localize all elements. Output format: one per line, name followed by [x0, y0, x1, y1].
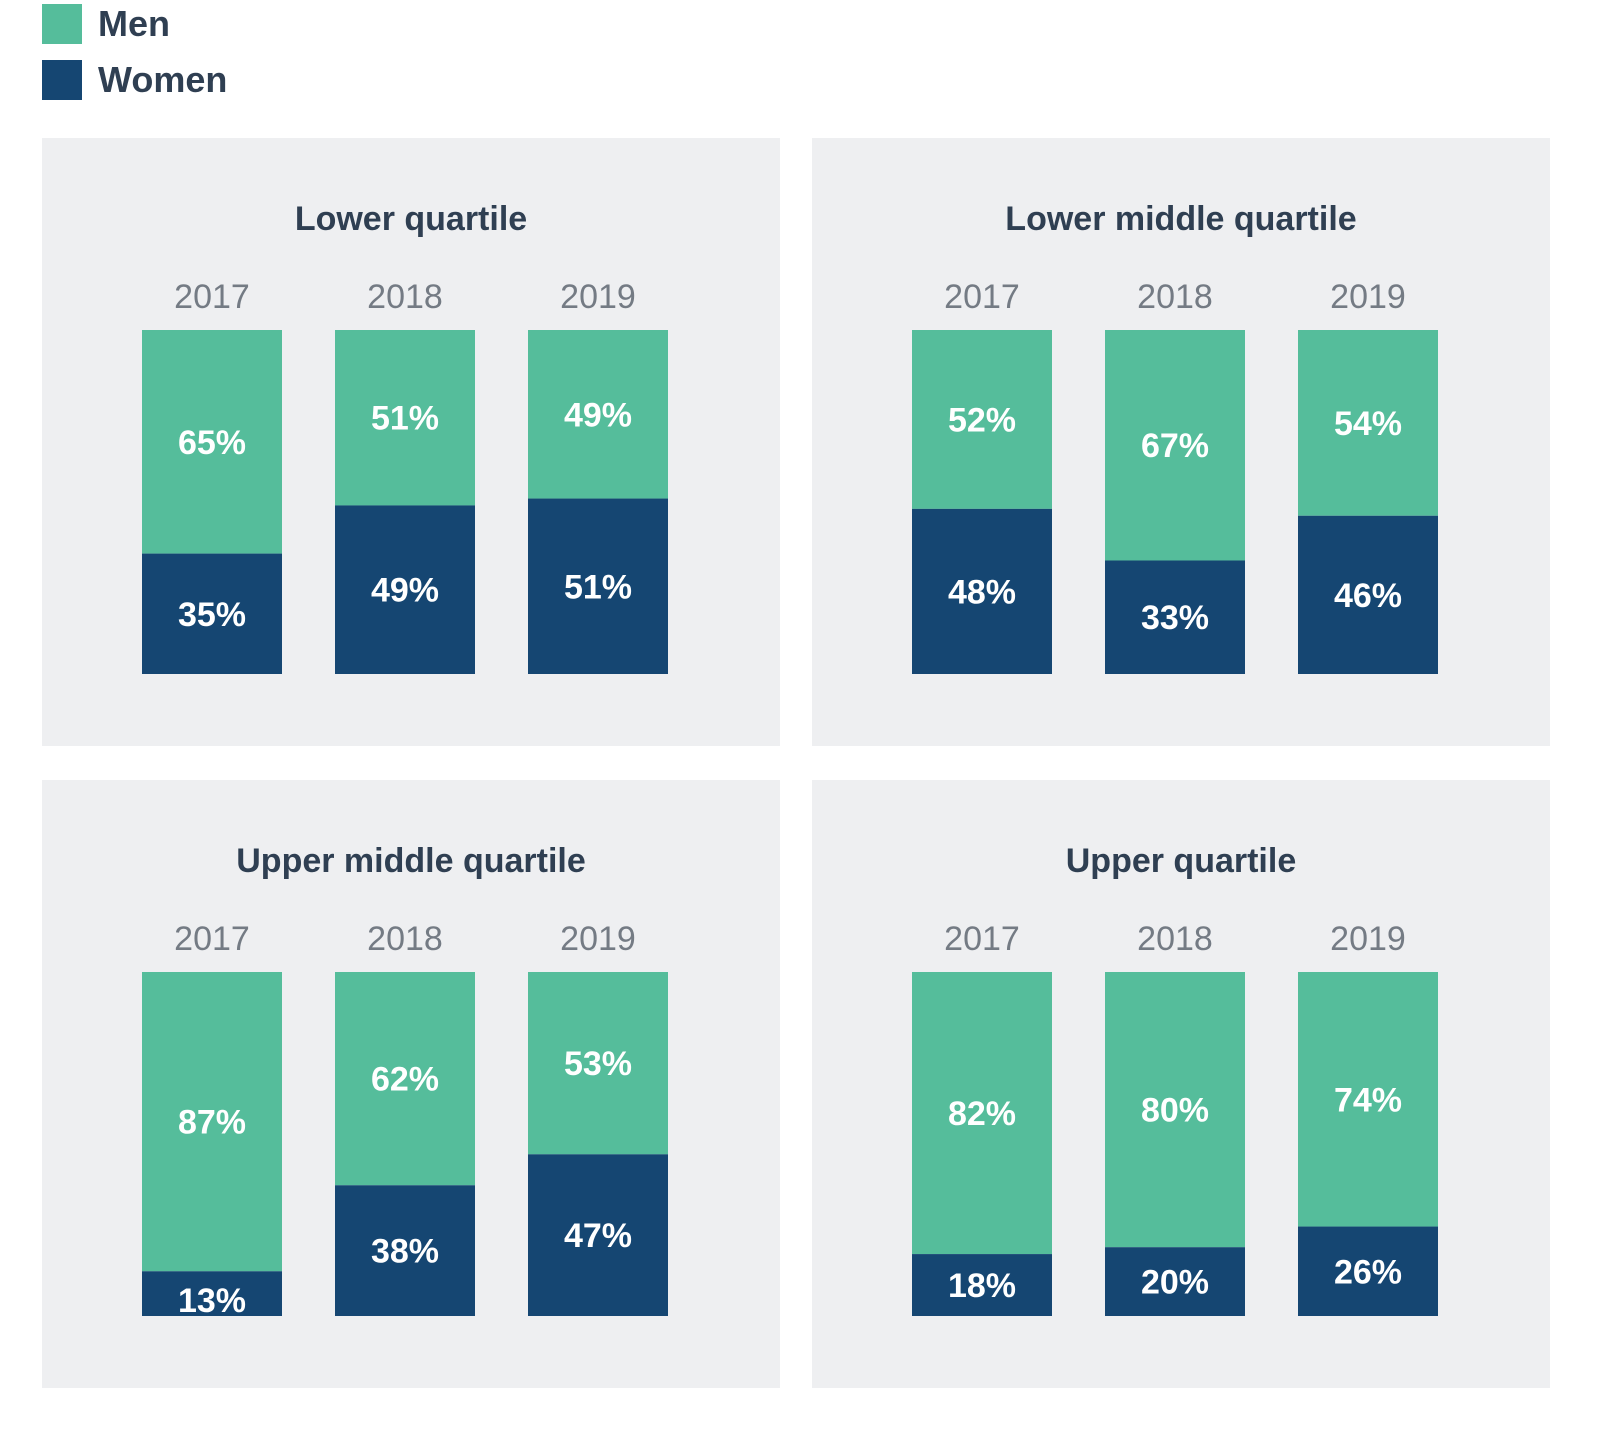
bar-label-men-2017: 87%: [178, 1104, 246, 1142]
bar-label-men-2017: 65%: [178, 424, 246, 462]
bar-label-women-2019: 47%: [564, 1217, 632, 1255]
bar-men-2019: [1298, 330, 1438, 516]
year-label-2019: 2019: [560, 920, 636, 958]
bar-men-2017: [912, 972, 1052, 1255]
year-label-2017: 2017: [944, 278, 1020, 316]
bar-women-2019: [1298, 515, 1438, 674]
bar-label-men-2018: 51%: [371, 400, 439, 438]
bar-label-men-2017: 52%: [948, 401, 1016, 439]
bar-label-men-2018: 67%: [1141, 427, 1209, 465]
bar-women-2017: [142, 553, 282, 674]
bar-women-2019: [1298, 1226, 1438, 1316]
bar-men-2019: [528, 330, 668, 499]
legend-swatch-women: [42, 60, 82, 100]
legend-item-women: Women: [42, 59, 228, 100]
bar-men-2019: [528, 972, 668, 1155]
bar-women-2017: [912, 508, 1052, 674]
legend: Men Women: [42, 3, 228, 116]
chart-title: Lower quartile: [295, 200, 527, 238]
bar-label-women-2018: 20%: [1141, 1264, 1209, 1302]
legend-label-women: Women: [98, 59, 228, 100]
year-label-2019: 2019: [1330, 278, 1406, 316]
year-label-2017: 2017: [944, 920, 1020, 958]
bar-men-2018: [335, 972, 475, 1186]
chart-panel-lower-quartile: Lower quartile 2017 65% 35% 2018 51% 49% 2019 49…: [42, 138, 780, 746]
year-label-2018: 2018: [1137, 920, 1213, 958]
legend-swatch-men: [42, 4, 82, 44]
chart-title: Lower middle quartile: [1005, 200, 1356, 238]
bar-label-men-2019: 49%: [564, 396, 632, 434]
chart-panel-lower-middle-quartile: Lower middle quartile 2017 52% 48% 2018 67% 33…: [812, 138, 1550, 746]
bar-men-2017: [912, 330, 1052, 509]
bar-label-women-2017: 13%: [178, 1282, 246, 1320]
year-label-2018: 2018: [367, 278, 443, 316]
bar-label-women-2017: 18%: [948, 1267, 1016, 1305]
bar-women-2018: [1105, 1247, 1245, 1316]
year-label-2017: 2017: [174, 920, 250, 958]
legend-item-men: Men: [42, 3, 227, 44]
bar-label-men-2019: 54%: [1334, 405, 1402, 443]
bar-men-2017: [142, 330, 282, 554]
chart-panel-upper-middle-quartile: Upper middle quartile 2017 87% 13% 2018 62% 38…: [42, 780, 780, 1388]
bar-women-2017: [912, 1254, 1052, 1316]
bar-men-2017: [142, 972, 282, 1272]
bar-label-women-2017: 48%: [948, 573, 1016, 611]
bar-women-2018: [335, 1185, 475, 1316]
bar-label-men-2017: 82%: [948, 1095, 1016, 1133]
chart-title: Upper quartile: [1066, 842, 1296, 880]
stacked-bar-chart: Lower quartile 2017 65% 35% 2018 51% 49% 2019 49…: [142, 200, 668, 674]
bar-label-women-2019: 26%: [1334, 1253, 1402, 1291]
bar-label-women-2018: 49%: [371, 572, 439, 610]
bar-label-women-2018: 33%: [1141, 599, 1209, 637]
stacked-bar-chart: Upper middle quartile 2017 87% 13% 2018 62% 38…: [142, 842, 668, 1320]
bar-label-men-2019: 74%: [1334, 1081, 1402, 1119]
bar-women-2019: [528, 498, 668, 674]
year-label-2019: 2019: [1330, 920, 1406, 958]
stacked-bar-chart: Upper quartile 2017 82% 18% 2018 80% 20% 2019 74…: [912, 842, 1438, 1316]
year-label-2017: 2017: [174, 278, 250, 316]
bar-label-women-2019: 51%: [564, 568, 632, 606]
year-label-2019: 2019: [560, 278, 636, 316]
chart-title: Upper middle quartile: [236, 842, 586, 880]
bar-women-2017: [142, 1271, 282, 1316]
bar-men-2018: [335, 330, 475, 506]
bar-men-2018: [1105, 972, 1245, 1248]
legend-label-men: Men: [98, 3, 170, 44]
bar-label-women-2017: 35%: [178, 596, 246, 634]
bar-label-women-2018: 38%: [371, 1233, 439, 1271]
bar-label-women-2019: 46%: [1334, 577, 1402, 615]
bar-label-men-2019: 53%: [564, 1045, 632, 1083]
chart-panel-upper-quartile: Upper quartile 2017 82% 18% 2018 80% 20% 2019 74…: [812, 780, 1550, 1388]
bar-label-men-2018: 80%: [1141, 1092, 1209, 1130]
year-label-2018: 2018: [1137, 278, 1213, 316]
bar-women-2019: [528, 1154, 668, 1316]
bar-label-men-2018: 62%: [371, 1061, 439, 1099]
stacked-bar-chart: Lower middle quartile 2017 52% 48% 2018 67% 33…: [912, 200, 1438, 674]
bar-women-2018: [335, 505, 475, 674]
bar-men-2019: [1298, 972, 1438, 1227]
year-label-2018: 2018: [367, 920, 443, 958]
bar-men-2018: [1105, 330, 1245, 561]
bar-women-2018: [1105, 560, 1245, 674]
